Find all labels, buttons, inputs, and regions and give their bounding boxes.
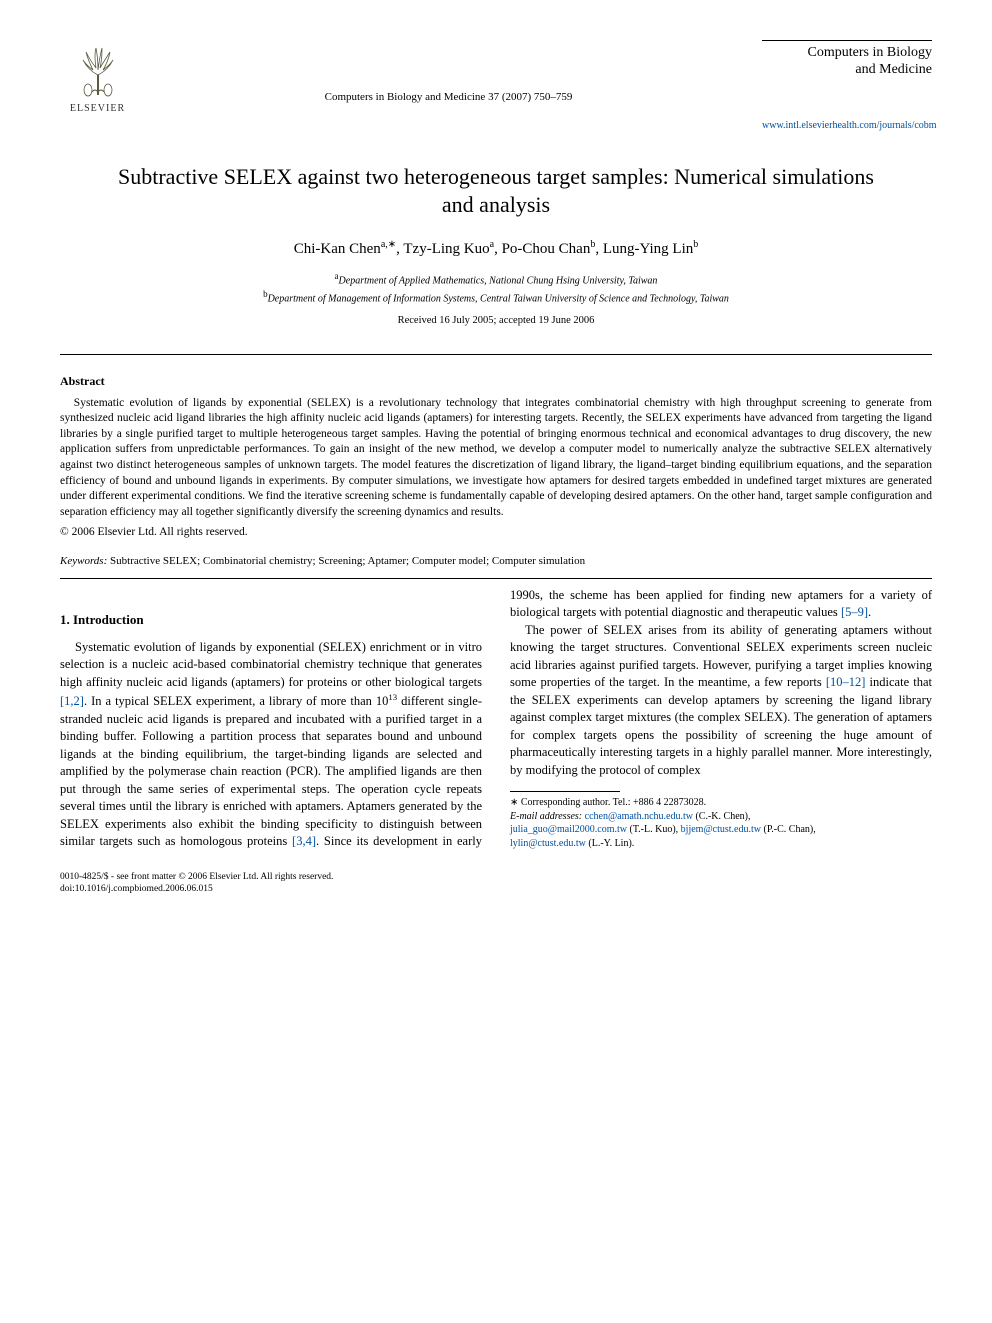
author-3-affil: b	[590, 239, 595, 250]
footer-front-matter: 0010-4825/$ - see front matter © 2006 El…	[60, 871, 932, 883]
abstract-text: Systematic evolution of ligands by expon…	[60, 396, 932, 520]
intro-paragraph-2: The power of SELEX arises from its abili…	[510, 622, 932, 780]
publisher-name: ELSEVIER	[70, 102, 125, 116]
email-link-1[interactable]: cchen@amath.nchu.edu.tw	[585, 811, 693, 822]
abstract-label: Abstract	[60, 373, 932, 390]
corresponding-author-note: ∗ Corresponding author. Tel.: +886 4 228…	[510, 796, 932, 810]
citation-5-9[interactable]: [5–9]	[841, 605, 868, 619]
citation-1-2[interactable]: [1,2]	[60, 694, 84, 708]
page-footer: 0010-4825/$ - see front matter © 2006 El…	[60, 871, 932, 896]
journal-title-line1: Computers in Biology	[762, 45, 932, 62]
divider-top	[60, 354, 932, 355]
keywords-label: Keywords:	[60, 555, 107, 567]
affiliation-a: aDepartment of Applied Mathematics, Nati…	[60, 270, 932, 288]
author-2-affil: a	[490, 239, 494, 250]
keywords-text: Subtractive SELEX; Combinatorial chemist…	[107, 555, 585, 567]
authors-line: Chi-Kan Chena,∗, Tzy-Ling Kuoa, Po-Chou …	[60, 238, 932, 260]
email-addresses: E-mail addresses: cchen@amath.nchu.edu.t…	[510, 810, 932, 851]
divider-bottom	[60, 578, 932, 579]
abstract-copyright: © 2006 Elsevier Ltd. All rights reserved…	[60, 524, 932, 540]
journal-title-line2: and Medicine	[762, 62, 932, 79]
email-link-2[interactable]: julia_guo@mail2000.com.tw	[510, 824, 627, 835]
elsevier-tree-icon	[68, 40, 128, 100]
page-header: ELSEVIER Computers in Biology and Medici…	[60, 40, 932, 133]
footnotes-block: ∗ Corresponding author. Tel.: +886 4 228…	[510, 796, 932, 850]
citation-3-4[interactable]: [3,4]	[292, 834, 316, 848]
footer-doi: doi:10.1016/j.compbiomed.2006.06.015	[60, 883, 932, 895]
author-1-affil: a,∗	[381, 239, 396, 250]
publisher-logo-block: ELSEVIER	[60, 40, 135, 116]
keywords-line: Keywords: Subtractive SELEX; Combinatori…	[60, 554, 932, 569]
article-title: Subtractive SELEX against two heterogene…	[100, 163, 892, 220]
article-dates: Received 16 July 2005; accepted 19 June …	[60, 314, 932, 329]
journal-title-block: Computers in Biology and Medicine www.in…	[762, 40, 932, 133]
citation-10-12[interactable]: [10–12]	[826, 675, 866, 689]
intro-heading: 1. Introduction	[60, 611, 482, 629]
journal-url-link[interactable]: www.intl.elsevierhealth.com/journals/cob…	[762, 119, 932, 133]
body-columns: 1. Introduction Systematic evolution of …	[60, 587, 932, 851]
footnote-separator	[510, 791, 620, 792]
author-4-affil: b	[693, 239, 698, 250]
journal-reference: Computers in Biology and Medicine 37 (20…	[135, 40, 762, 105]
author-4: Lung-Ying Lin	[603, 241, 693, 257]
email-link-3[interactable]: bjjem@ctust.edu.tw	[681, 824, 761, 835]
author-3: Po-Chou Chan	[502, 241, 591, 257]
author-1: Chi-Kan Chen	[294, 241, 381, 257]
email-label: E-mail addresses:	[510, 811, 582, 822]
author-2: Tzy-Ling Kuo	[403, 241, 489, 257]
affiliation-b: bDepartment of Management of Information…	[60, 288, 932, 306]
affiliations: aDepartment of Applied Mathematics, Nati…	[60, 270, 932, 307]
email-link-4[interactable]: lylin@ctust.edu.tw	[510, 838, 586, 849]
